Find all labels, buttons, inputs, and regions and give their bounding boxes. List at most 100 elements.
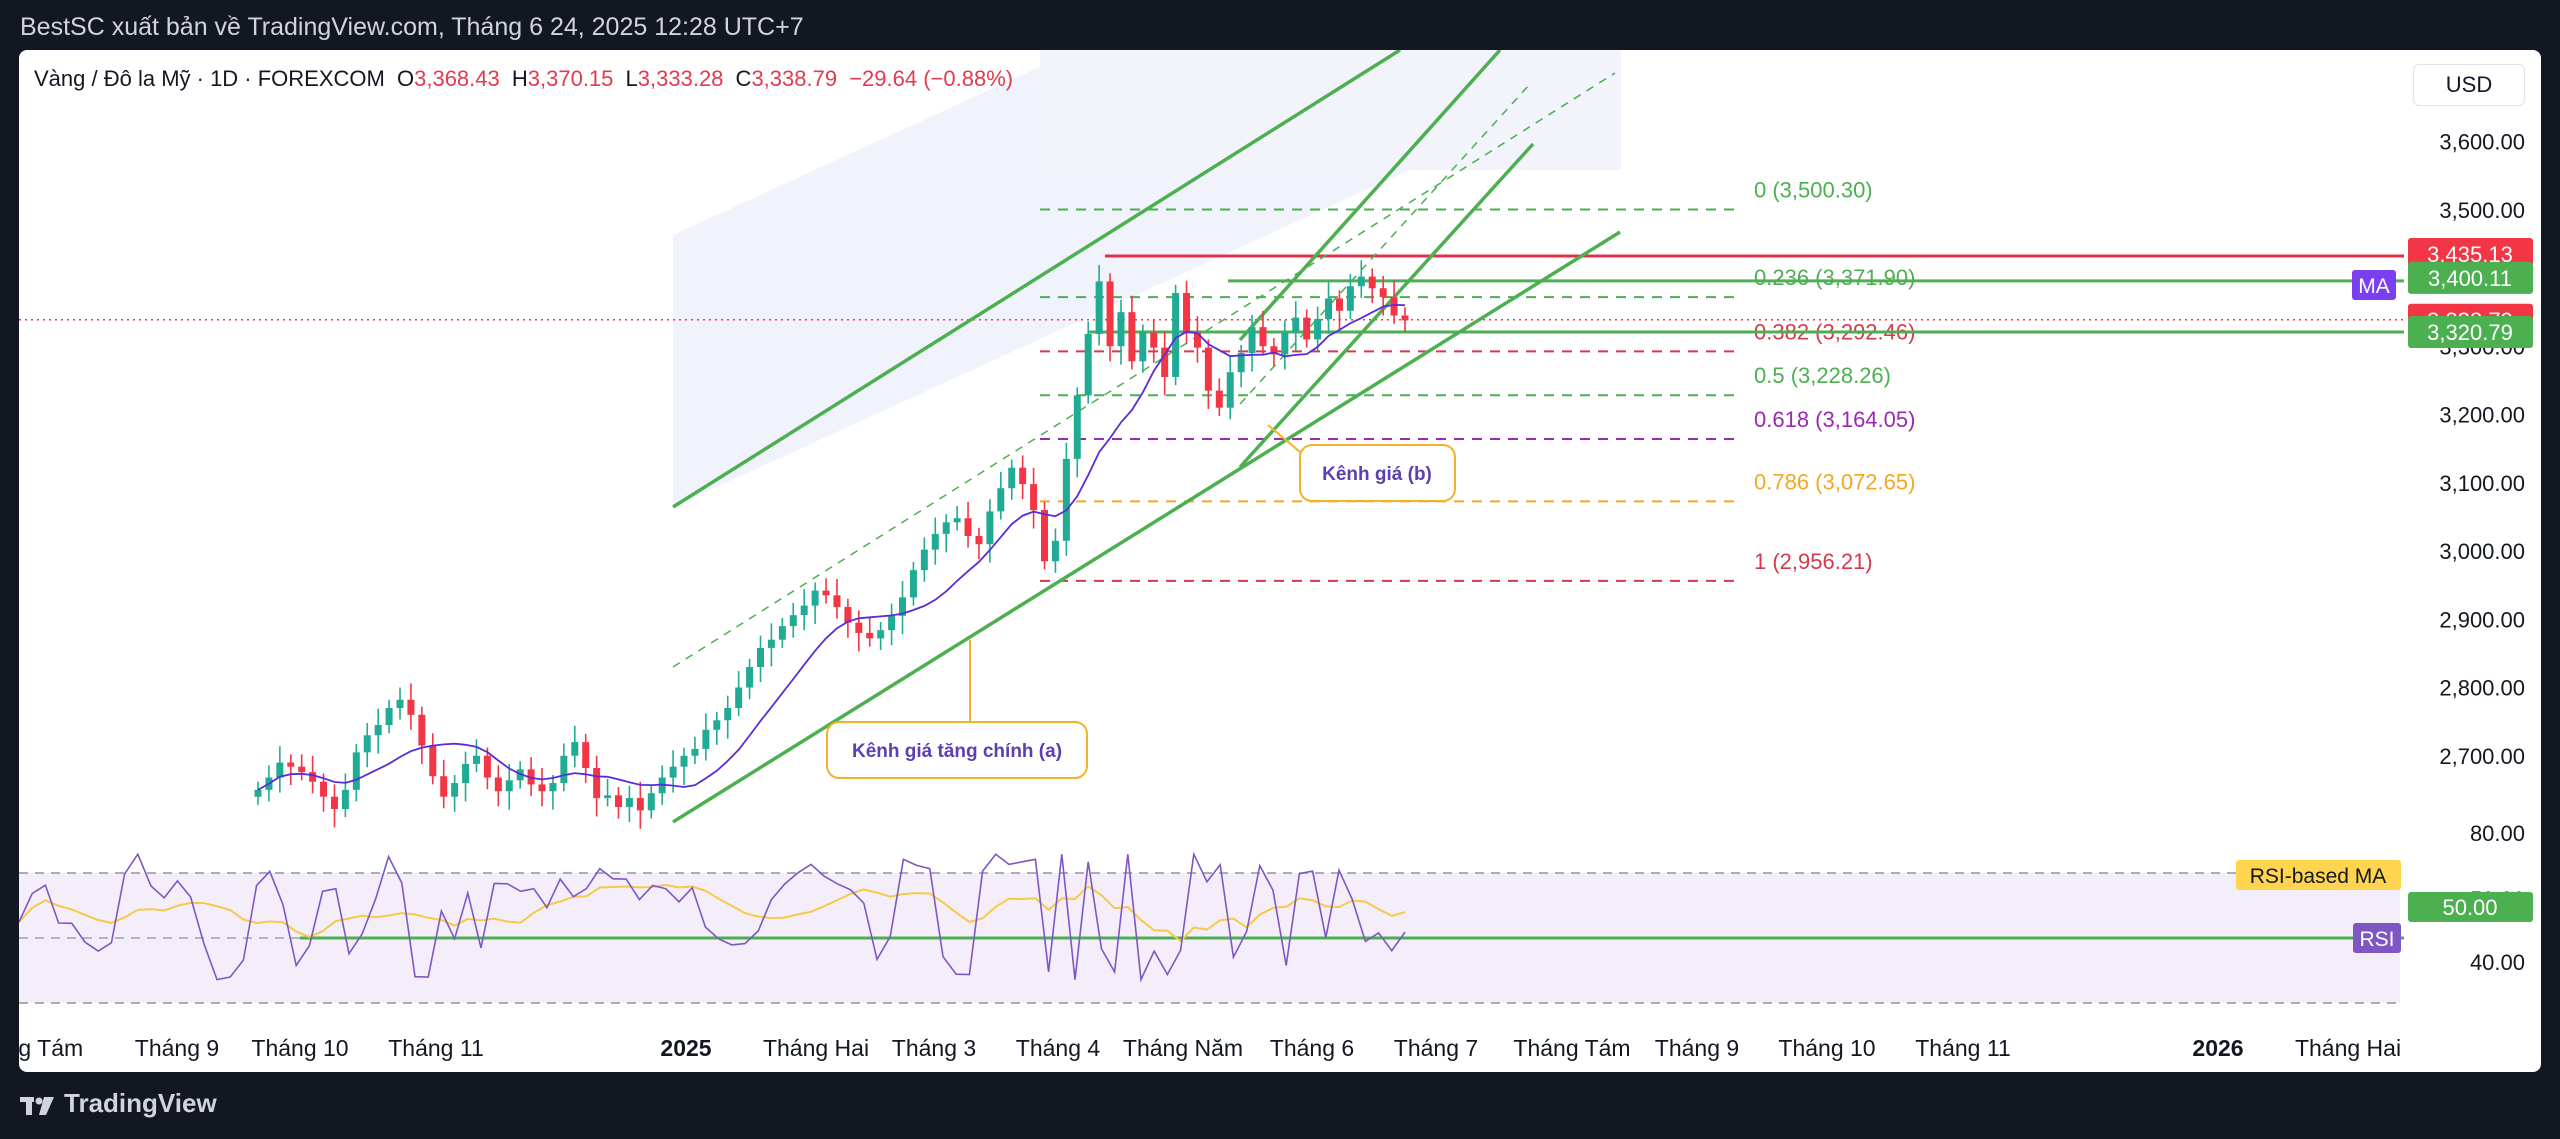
currency-button[interactable]: USD: [2413, 64, 2525, 106]
candle-body: [1161, 348, 1168, 377]
fib-label: 0.5 (3,228.26): [1754, 363, 1891, 388]
candle-body: [1216, 391, 1223, 408]
candle-body: [833, 595, 840, 607]
time-tick-label: Tháng 10: [251, 1035, 348, 1061]
time-tick-label: Tháng Tám: [1513, 1035, 1630, 1061]
rsi-line[interactable]: [19, 854, 1405, 979]
candle-body: [823, 591, 830, 596]
publisher-text: BestSC xuất bản về TradingView.com, Thán…: [20, 13, 804, 41]
time-tick-label: Tháng 9: [135, 1035, 219, 1061]
candle-body: [462, 764, 469, 783]
high-value: 3,370.15: [527, 66, 614, 91]
candle-body: [637, 798, 644, 810]
channel-b-upper[interactable]: [1240, 50, 1500, 340]
candle-body: [1205, 348, 1212, 391]
candle-body: [1085, 334, 1092, 395]
candle-body: [1139, 333, 1146, 362]
candle-body: [440, 776, 447, 796]
channel-a-lower[interactable]: [673, 232, 1620, 822]
time-tick-label: Tháng 3: [892, 1035, 976, 1061]
candle-body: [1292, 318, 1299, 333]
open-value: 3,368.43: [414, 66, 500, 91]
candle-body: [997, 488, 1004, 511]
candle-body: [746, 667, 753, 687]
candle-body: [353, 752, 360, 790]
time-tick-label: áng Tám: [0, 1035, 83, 1061]
candle-body: [943, 522, 950, 534]
candle-body: [1259, 327, 1266, 346]
rsi-badge: [2353, 923, 2401, 953]
candle-body: [702, 730, 709, 749]
candle-body: [1336, 298, 1343, 310]
candle-body: [1402, 316, 1409, 321]
time-tick-label: Tháng 10: [1778, 1035, 1875, 1061]
candle-body: [320, 782, 327, 797]
rsi-level-badge: [2408, 892, 2533, 922]
time-tick-label: 2025: [660, 1035, 711, 1061]
candle-body: [418, 715, 425, 746]
candle-body: [648, 793, 655, 810]
symbol-name: Vàng / Đô la Mỹ · 1D · FOREXCOM: [34, 66, 385, 91]
price-badge: [2408, 262, 2533, 294]
candle-body: [1052, 541, 1059, 561]
candle-body: [986, 511, 993, 544]
candle-body: [1358, 277, 1365, 287]
candle-body: [1063, 459, 1070, 541]
candle-body: [473, 756, 480, 764]
candle-body: [1117, 312, 1124, 346]
time-tick-label: Tháng 4: [1016, 1035, 1101, 1061]
change-value: −29.64 (−0.88%): [849, 66, 1014, 91]
top-bar: BestSC xuất bản về TradingView.com, Thán…: [0, 0, 2560, 50]
bottom-bar: TradingView: [0, 1072, 2560, 1139]
candle-body: [331, 797, 338, 809]
candle-body: [397, 700, 404, 708]
rsi-tick-label: 80.00: [2470, 821, 2525, 846]
candle-body: [844, 607, 851, 623]
candle-body: [287, 763, 294, 767]
candle-body: [691, 749, 698, 756]
candle-body: [615, 795, 622, 807]
candle-body: [1183, 293, 1190, 333]
ma-line[interactable]: [258, 305, 1405, 790]
candle-body: [1238, 353, 1245, 372]
channel-top-fill: [1040, 50, 1621, 170]
time-tick-label: Tháng 11: [388, 1035, 483, 1061]
candle-body: [1096, 281, 1103, 334]
candle-body: [429, 746, 436, 777]
brand[interactable]: TradingView: [20, 1088, 217, 1119]
candle-body: [670, 767, 677, 778]
candle-body: [713, 720, 720, 730]
candle-body: [1041, 510, 1048, 561]
low-value: 3,333.28: [637, 66, 724, 91]
candle-body: [1107, 281, 1114, 346]
candle-body: [954, 518, 961, 522]
tradingview-logo-icon: [20, 1093, 54, 1115]
channel-a-mid: [673, 73, 1615, 667]
candle-body: [495, 778, 502, 792]
time-tick-label: 2026: [2192, 1035, 2243, 1061]
candle-body: [539, 784, 546, 791]
fib-label: 0.618 (3,164.05): [1754, 407, 1915, 432]
candle-body: [593, 768, 600, 798]
candle-body: [386, 708, 393, 725]
candle-body: [549, 783, 556, 791]
candle-body: [855, 623, 862, 633]
candle-body: [364, 735, 371, 752]
candle-body: [1281, 333, 1288, 355]
candle-body: [528, 769, 535, 784]
ma-badge-label: MA: [2358, 275, 2390, 298]
rsi-tick-label: 40.00: [2470, 950, 2525, 975]
candle-body: [812, 591, 819, 606]
price-tick-label: 3,600.00: [2439, 130, 2525, 155]
symbol-legend[interactable]: Vàng / Đô la Mỹ · 1D · FOREXCOM O3,368.4…: [34, 66, 1013, 92]
candle-body: [899, 597, 906, 615]
annotation-a-box[interactable]: [827, 722, 1087, 778]
ma-badge[interactable]: [2352, 270, 2396, 300]
rsi-ma-badge: [2236, 860, 2401, 890]
channel-a-upper[interactable]: [673, 50, 1400, 507]
annotation-b-box[interactable]: [1300, 445, 1455, 501]
candle-body: [888, 616, 895, 630]
open-label: O: [396, 66, 415, 91]
candle-body: [298, 767, 305, 772]
